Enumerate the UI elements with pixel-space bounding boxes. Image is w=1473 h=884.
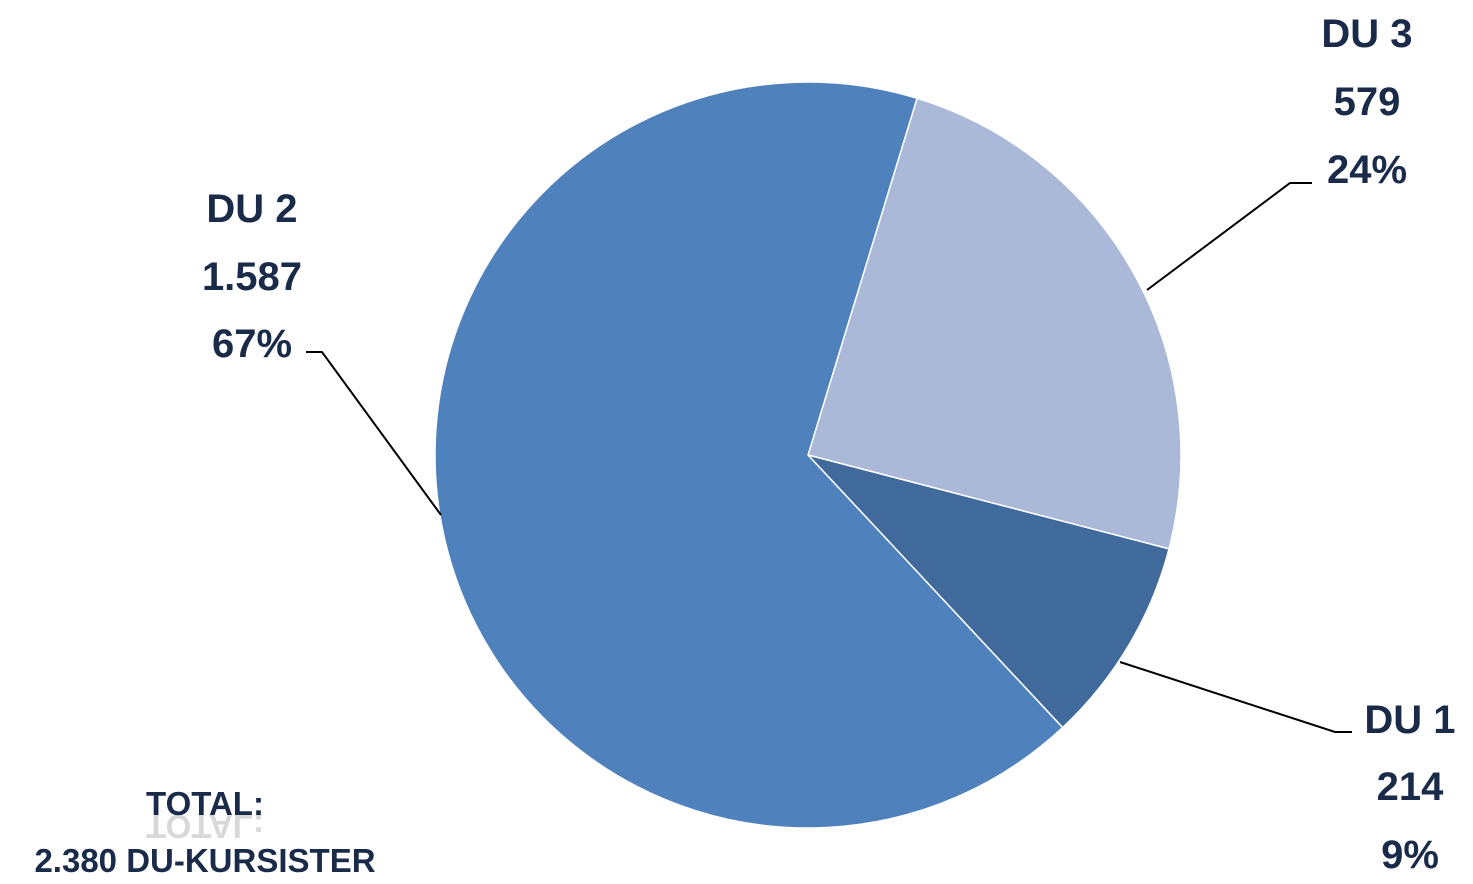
data-labels: DU 1 214 9% DU 2 1.587 67% DU 3 579 24%: [202, 12, 1456, 877]
percent-label-du-3: 24%: [1327, 148, 1407, 192]
value-label-du-2: 1.587: [202, 255, 302, 299]
category-label-du-3: DU 3: [1321, 12, 1412, 56]
pie-slice-du-3: [807, 97, 1182, 550]
category-label-du-1: DU 1: [1364, 698, 1455, 742]
pie-slice-du-1: [805, 453, 1170, 729]
value-label-du-1: 214: [1377, 765, 1444, 809]
percent-label-du-2: 67%: [212, 322, 292, 366]
total-value-label: 2.380 DU-KURSISTER: [34, 842, 375, 879]
total-label-shadow: TOTAL:: [146, 808, 264, 845]
leader-line-du-3: [1146, 182, 1312, 291]
pie-slices: [434, 81, 1182, 829]
leader-line-du-2: [306, 351, 442, 516]
leader-line-du-1: [1119, 661, 1352, 733]
leader-lines: [306, 182, 1352, 733]
percent-label-du-1: 9%: [1381, 833, 1439, 877]
value-label-du-3: 579: [1334, 80, 1401, 124]
total-label: TOTAL:: [146, 785, 264, 822]
pie-slice-du-2: [434, 81, 1064, 829]
total-annotation: TOTAL: TOTAL: 2.380 DU-KURSISTER: [34, 785, 375, 879]
category-label-du-2: DU 2: [206, 187, 297, 231]
